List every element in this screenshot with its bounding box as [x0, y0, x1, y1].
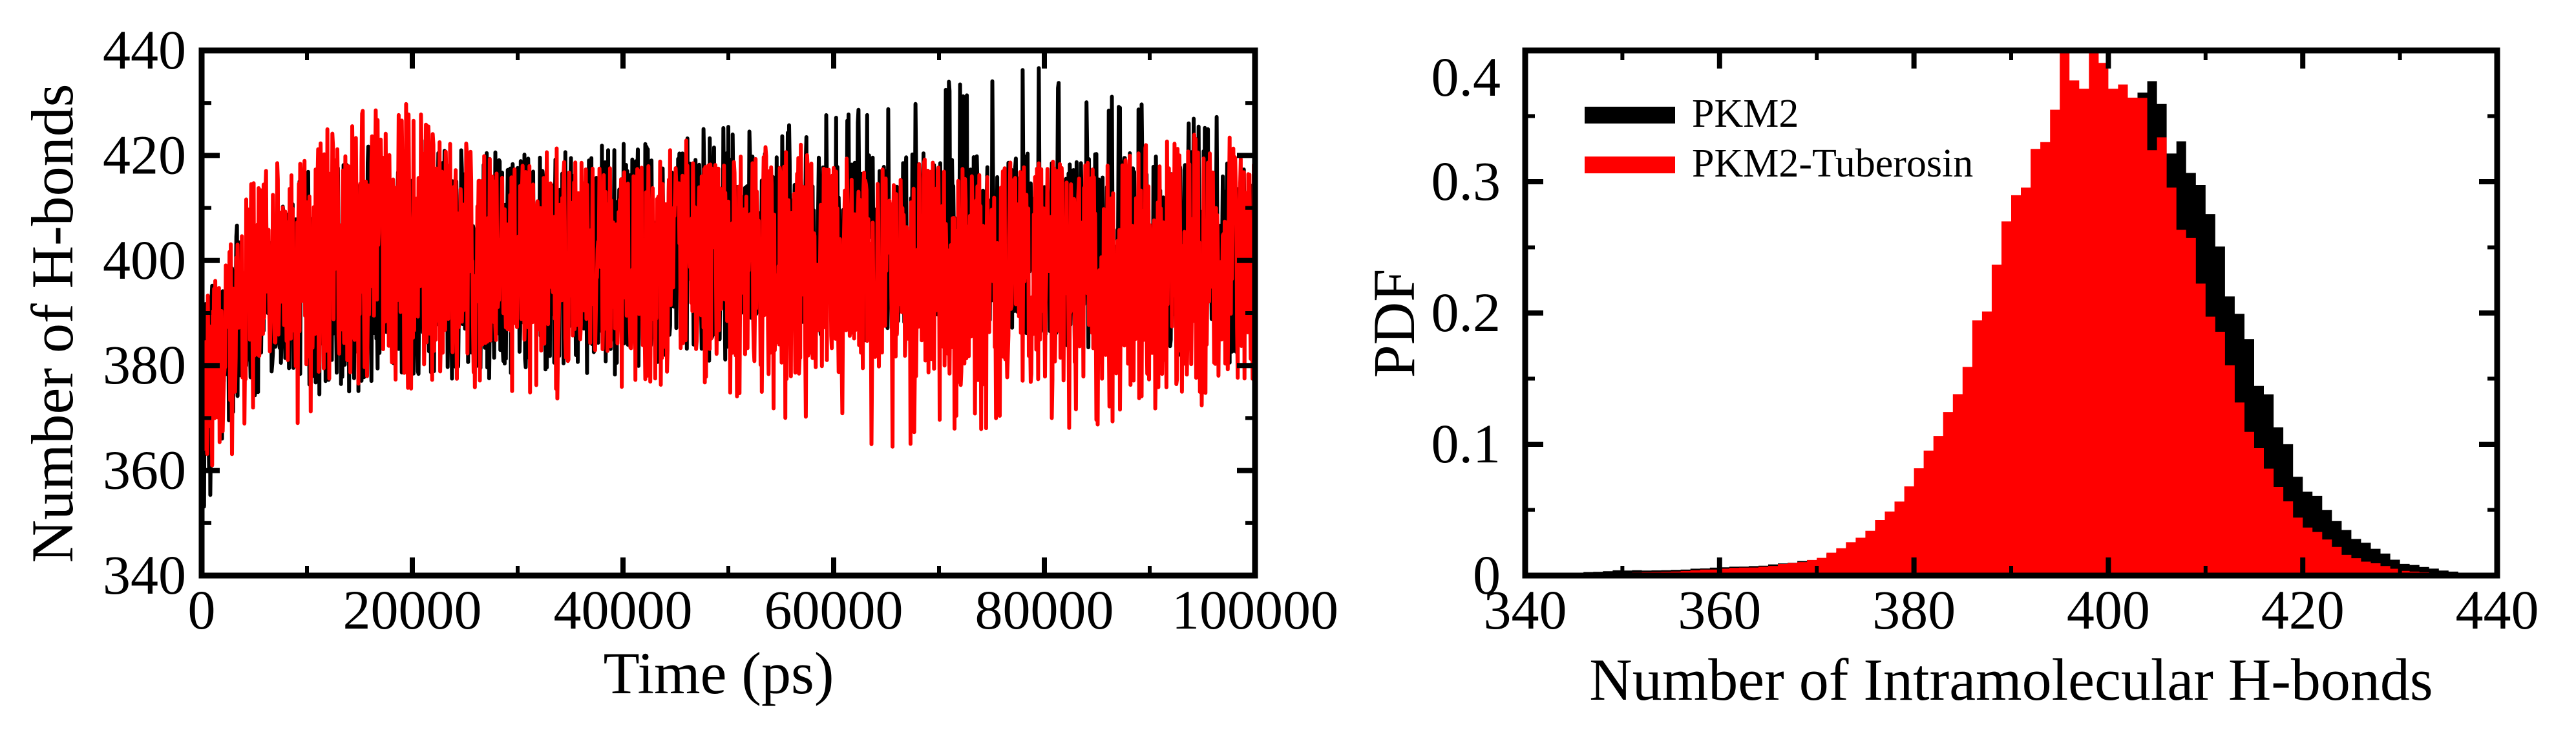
right-xtick-label: 360 [1678, 579, 1761, 641]
left-xtick-label: 100000 [1172, 579, 1338, 641]
left-xtick-label: 60000 [765, 579, 903, 641]
histogram-pkm2-tuberosin [1564, 52, 2458, 576]
left-axes: 0 20000 40000 60000 80000 100000 340 360 380 400 4… [103, 19, 1338, 641]
left-ytick-label: 340 [103, 544, 186, 606]
right-ytick-label: 0.2 [1431, 281, 1501, 343]
right-xtick-label: 400 [2067, 579, 2150, 641]
left-xtick-label: 40000 [554, 579, 693, 641]
right-x-axis-label: Number of Intramolecular H-bonds [1589, 647, 2433, 713]
left-ytick-label: 440 [103, 19, 186, 81]
right-ytick-label: 0 [1473, 544, 1501, 606]
left-ytick-label: 420 [103, 124, 186, 186]
left-ytick-label: 400 [103, 229, 186, 291]
left-ytick-label: 360 [103, 439, 186, 501]
right-xtick-label: 380 [1872, 579, 1956, 641]
left-xtick-label: 20000 [343, 579, 482, 641]
right-ytick-label: 0.3 [1431, 150, 1501, 212]
right-xtick-label: 420 [2261, 579, 2345, 641]
left-xtick-label: 0 [188, 579, 216, 641]
legend-label-pkm2: PKM2 [1692, 92, 1799, 136]
right-y-axis-label: PDF [1361, 269, 1427, 378]
right-ytick-label: 0.1 [1431, 413, 1501, 475]
right-axes: 340 360 380 400 420 440 0 0.1 0.2 0.3 0.4 [1431, 46, 2539, 641]
left-xtick-label: 80000 [975, 579, 1114, 641]
hbond-timeseries-chart: 0 20000 40000 60000 80000 100000 340 360 380 400 4… [19, 19, 1338, 706]
legend-label-pkm2-tuberosin: PKM2-Tuberosin [1692, 142, 1973, 186]
right-plot-area [1564, 52, 2458, 576]
right-ytick-label: 0.4 [1431, 46, 1501, 108]
legend: PKM2 PKM2-Tuberosin [1585, 92, 1973, 186]
right-xtick-label: 340 [1484, 579, 1567, 641]
right-xtick-label: 440 [2456, 579, 2539, 641]
left-y-axis-label: Number of H-bonds [19, 84, 85, 563]
left-ytick-label: 380 [103, 334, 186, 396]
left-x-axis-label: Time (ps) [604, 640, 834, 706]
pdf-histogram-chart: 340 360 380 400 420 440 0 0.1 0.2 0.3 0.4 Number o… [1361, 46, 2539, 713]
left-plot-area [200, 66, 1257, 559]
series-line-red [200, 102, 1257, 476]
